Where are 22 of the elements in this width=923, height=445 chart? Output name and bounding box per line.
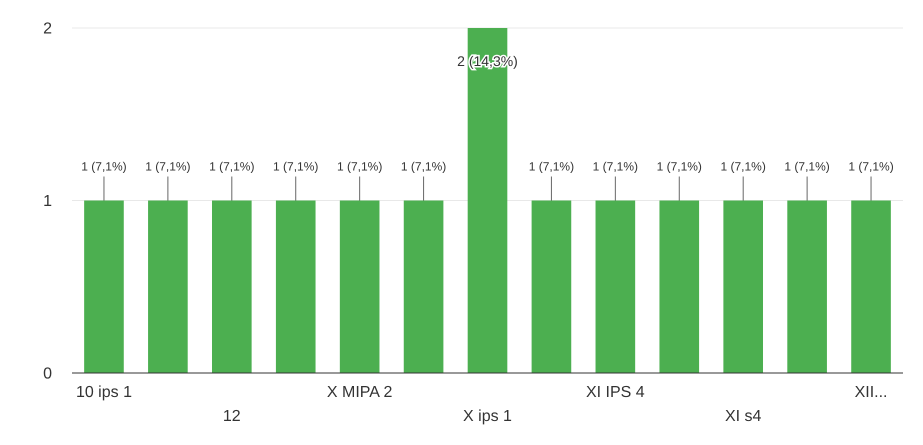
y-tick-label: 0 — [43, 366, 52, 383]
data-label: 1 (7,1%) — [400, 160, 446, 174]
x-tick-label: X MIPA 2 — [326, 384, 393, 401]
x-tick-label: 10 ips 1 — [76, 384, 132, 401]
x-tick-label: XII... — [854, 384, 888, 401]
data-label: 1 (7,1%) — [592, 160, 638, 174]
x-tick-label: XI s4 — [724, 408, 762, 425]
y-tick-label: 1 — [43, 193, 52, 210]
data-label: 1 (7,1%) — [784, 160, 830, 174]
x-tick-label: X ips 1 — [463, 408, 512, 425]
data-label: 1 (7,1%) — [720, 160, 766, 174]
data-label: 1 (7,1%) — [273, 160, 318, 174]
data-label: 1 (7,1%) — [145, 160, 191, 174]
x-tick-label: 12 — [222, 408, 241, 425]
data-label: 1 (7,1%) — [528, 160, 574, 174]
data-label: 1 (7,1%) — [336, 160, 382, 174]
data-label: 1 (7,1%) — [81, 160, 127, 174]
data-label: 1 (7,1%) — [848, 160, 894, 174]
data-label: 1 (7,1%) — [209, 160, 254, 174]
y-tick-label: 2 — [43, 20, 52, 38]
data-label: 1 (7,1%) — [656, 160, 702, 174]
x-tick-label: XI IPS 4 — [586, 384, 645, 401]
